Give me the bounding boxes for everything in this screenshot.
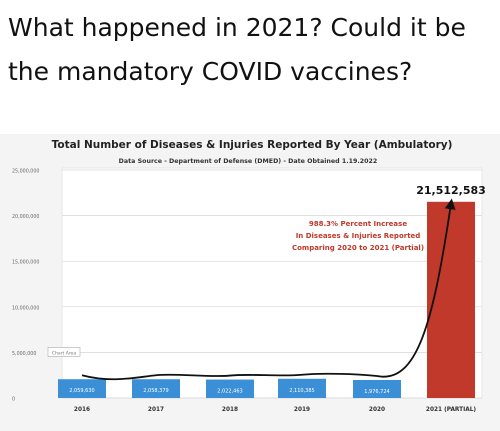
x-tick-label: 2016: [74, 407, 90, 413]
bar: [206, 379, 254, 398]
bar: [58, 379, 106, 398]
bar: [278, 378, 326, 398]
x-tick-label: 2017: [148, 407, 164, 413]
plot-area: [61, 167, 483, 399]
y-tick-label: 5,000,000: [12, 351, 36, 357]
bar-value-label: 2,022,463: [217, 389, 242, 395]
x-tick-label: 2020: [369, 407, 385, 413]
x-tick-label: 2018: [222, 407, 238, 413]
bar: [132, 379, 180, 398]
bar-value-label: 2,110,385: [289, 388, 314, 394]
bar-value-label: 2,059,630: [69, 388, 94, 394]
y-tick-label: 15,000,000: [12, 260, 39, 266]
post-headline: What happened in 2021? Could it be the m…: [8, 13, 466, 86]
chart-title: Total Number of Diseases & Injuries Repo…: [52, 139, 453, 151]
trend-curve: [81, 198, 456, 381]
y-tick-label: 20,000,000: [12, 214, 39, 220]
bar-value-label: 21,512,583: [416, 184, 486, 197]
chart-area-tooltip: [47, 347, 81, 357]
x-tick-label: 2019: [294, 407, 310, 413]
bar: [353, 379, 401, 398]
x-tick-label: 2021 (PARTIAL): [426, 407, 476, 413]
chart-area-tooltip-label: Chart Area: [52, 350, 76, 356]
chart-subtitle: Data Source - Department of Defense (DME…: [119, 158, 378, 165]
bar: [427, 201, 475, 398]
annotation-text: 988.3% Percent Increase: [309, 220, 407, 228]
bar-value-label: 1,976,724: [364, 389, 389, 395]
y-tick-label: 10,000,000: [12, 305, 39, 311]
y-tick-label: 0: [12, 397, 15, 403]
annotation-text: Comparing 2020 to 2021 (Partial): [292, 244, 424, 252]
y-tick-label: 25,000,000: [12, 169, 39, 175]
bar-value-label: 2,058,379: [143, 388, 168, 394]
annotation-text: In Diseases & Injuries Reported: [296, 232, 421, 240]
